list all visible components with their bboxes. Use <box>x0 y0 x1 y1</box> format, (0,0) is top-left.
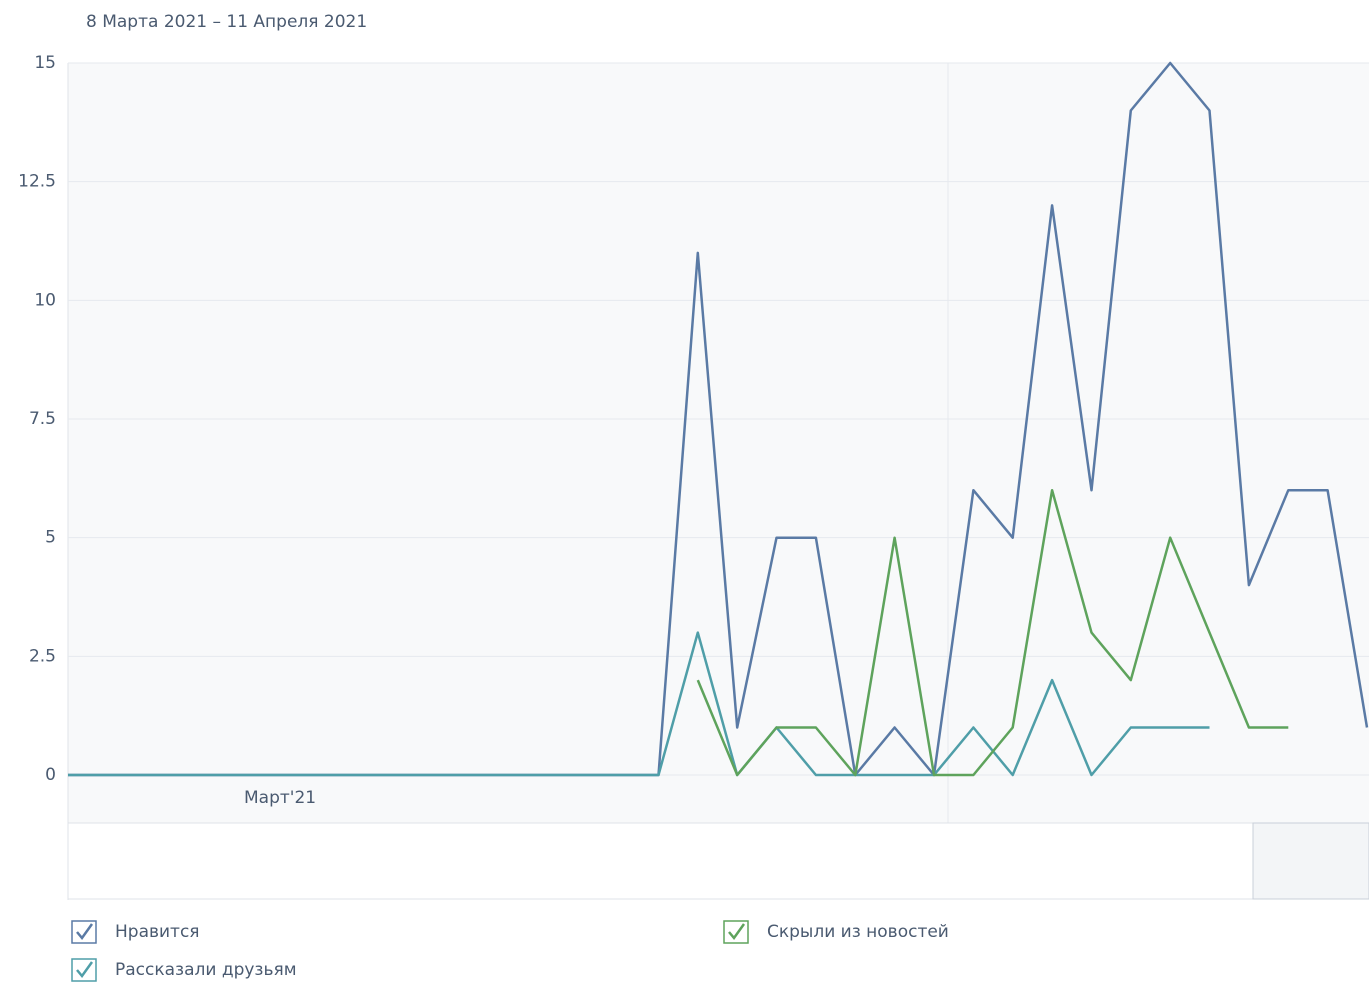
y-tick-label: 12.5 <box>18 172 56 192</box>
navigator-selection[interactable] <box>1252 822 1369 900</box>
legend-label: Нравится <box>115 922 200 942</box>
legend-item[interactable]: Рассказали друзьям <box>71 958 297 982</box>
series-line <box>696 488 1289 777</box>
navigator[interactable] <box>67 822 1369 900</box>
legend-check <box>76 923 94 941</box>
y-tick-label: 7.5 <box>29 409 56 429</box>
legend-item[interactable]: Скрыли из новостей <box>723 920 949 944</box>
legend-label: Скрыли из новостей <box>767 922 949 942</box>
legend-check <box>728 923 746 941</box>
y-tick-label: 10 <box>34 290 56 310</box>
y-tick-label: 5 <box>45 528 56 548</box>
series-line <box>68 631 1210 777</box>
legend-item[interactable]: Нравится <box>71 920 200 944</box>
legend-label: Рассказали друзьям <box>115 960 297 980</box>
x-annotation: Март'21 <box>244 788 316 808</box>
y-tick-label: 0 <box>45 765 56 785</box>
plot-background <box>68 63 1369 823</box>
y-tick-label: 2.5 <box>29 646 56 666</box>
chart-subtitle: 8 Марта 2021 – 11 Апреля 2021 <box>86 12 367 32</box>
legend-check <box>76 961 94 979</box>
y-tick-label: 15 <box>34 53 56 73</box>
